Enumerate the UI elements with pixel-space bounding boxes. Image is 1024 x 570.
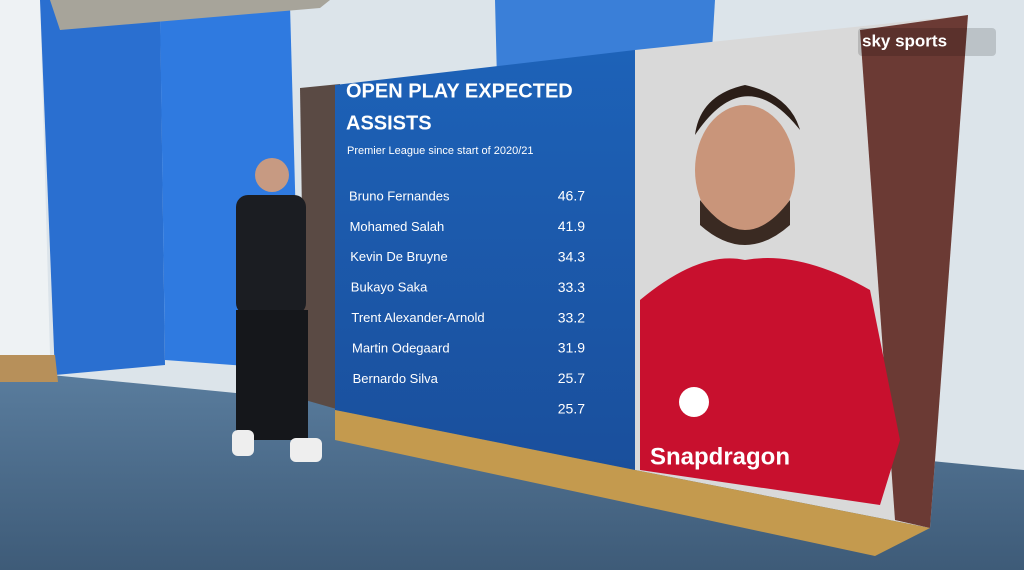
graphic-title: ASSISTS (346, 112, 432, 134)
xa-value: 46.7 (558, 188, 585, 204)
player-name: Mohamed Salah (350, 219, 445, 234)
graphic-title: OPEN PLAY EXPECTED (346, 80, 573, 102)
presenter-legs (236, 310, 308, 440)
screen-edge (300, 84, 340, 410)
player-name: Martin Odegaard (352, 340, 450, 355)
shirt-logo (679, 387, 709, 417)
xa-value: 25.7 (558, 370, 585, 386)
player-shirt (640, 258, 900, 505)
presenter-head (255, 158, 289, 192)
ceiling-trim (50, 0, 330, 30)
wall-panel (0, 0, 50, 355)
player-name: Bukayo Saka (351, 280, 428, 295)
player-beard (700, 200, 790, 245)
xa-value: 25.7 (558, 401, 585, 417)
player-hair (695, 85, 800, 135)
xa-value: 34.3 (558, 249, 585, 265)
xa-value: 31.9 (558, 340, 585, 356)
player-name: Bernardo Silva (353, 371, 439, 386)
logo-box (858, 28, 996, 56)
xa-value: 33.2 (558, 309, 585, 325)
graphic-subtitle: Premier League since start of 2020/21 (347, 145, 534, 157)
player-name: Trent Alexander-Arnold (351, 310, 484, 325)
stats-screen (335, 50, 635, 470)
wall-base (0, 355, 58, 382)
logo: sky sports (862, 31, 947, 50)
presenter-shoe (232, 430, 254, 456)
stats-rows: Bruno Fernandes 46.7 Mohamed Salah 41.9 Kevi… (349, 188, 585, 417)
presenter-shoe (290, 438, 322, 462)
player-name: Kevin De Bruyne (350, 249, 448, 264)
shirt-sponsor: Snapdragon (650, 443, 790, 470)
blue-panel (40, 0, 165, 375)
screen-base (335, 410, 930, 556)
xa-value: 41.9 (558, 218, 585, 234)
player-head (695, 105, 795, 235)
xa-value: 33.3 (558, 279, 585, 295)
presenter-body (236, 195, 306, 315)
player-name: Bruno Fernandes (349, 188, 450, 203)
